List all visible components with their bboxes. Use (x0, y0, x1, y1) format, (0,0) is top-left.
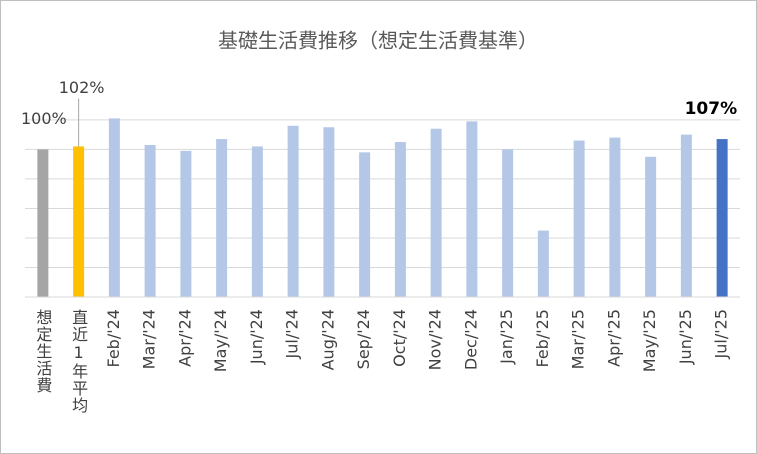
x-tick-label: Mar/'25 (569, 309, 588, 369)
bar (73, 146, 85, 297)
x-tick-label: Apr/'24 (175, 309, 194, 367)
chart-title: 基礎生活費推移（想定生活費基準） (218, 29, 538, 53)
x-tick-label: Nov/'24 (426, 309, 445, 370)
bar (323, 127, 335, 297)
bar (287, 125, 299, 297)
bar (394, 142, 406, 297)
bar (609, 137, 621, 297)
data-label: 102% (59, 78, 105, 97)
x-tick-label: May/'25 (640, 309, 659, 372)
x-tick-label: Mar/'24 (140, 309, 159, 369)
bar (108, 118, 120, 298)
x-tick-label: Jul/'24 (283, 309, 302, 359)
bar (645, 156, 657, 297)
x-tick-label: Jun/'24 (247, 309, 266, 365)
x-tick-label: Feb/'24 (104, 309, 123, 367)
bar (359, 152, 371, 297)
x-tick-label: 直近1年平均 (69, 309, 88, 414)
x-tick-label: 想定生活費 (33, 309, 52, 394)
bar (573, 140, 585, 297)
x-tick-label: May/'24 (211, 309, 230, 372)
x-tick-label: Oct/'24 (390, 309, 409, 367)
bar (430, 128, 442, 297)
bar (37, 149, 49, 297)
bar (537, 230, 549, 297)
bar (180, 150, 192, 297)
bar (716, 139, 728, 297)
bar (680, 134, 692, 297)
x-tick-label: Sep/'24 (354, 309, 373, 369)
bar (502, 149, 514, 297)
x-tick-label: Apr/'25 (604, 309, 623, 367)
bar (466, 121, 478, 297)
data-label: 100% (21, 109, 67, 128)
data-label: 107% (685, 99, 738, 119)
bar (216, 139, 228, 297)
x-tick-label: Aug/'24 (318, 309, 337, 370)
bar (251, 146, 263, 297)
x-tick-label: Jun/'25 (676, 309, 695, 365)
x-tick-label: Jul/'25 (712, 309, 731, 359)
x-tick-label: Feb/'25 (533, 309, 552, 367)
x-tick-label: Dec/'24 (461, 309, 480, 370)
bar (144, 144, 156, 297)
x-tick-label: Jan/'25 (497, 309, 516, 365)
